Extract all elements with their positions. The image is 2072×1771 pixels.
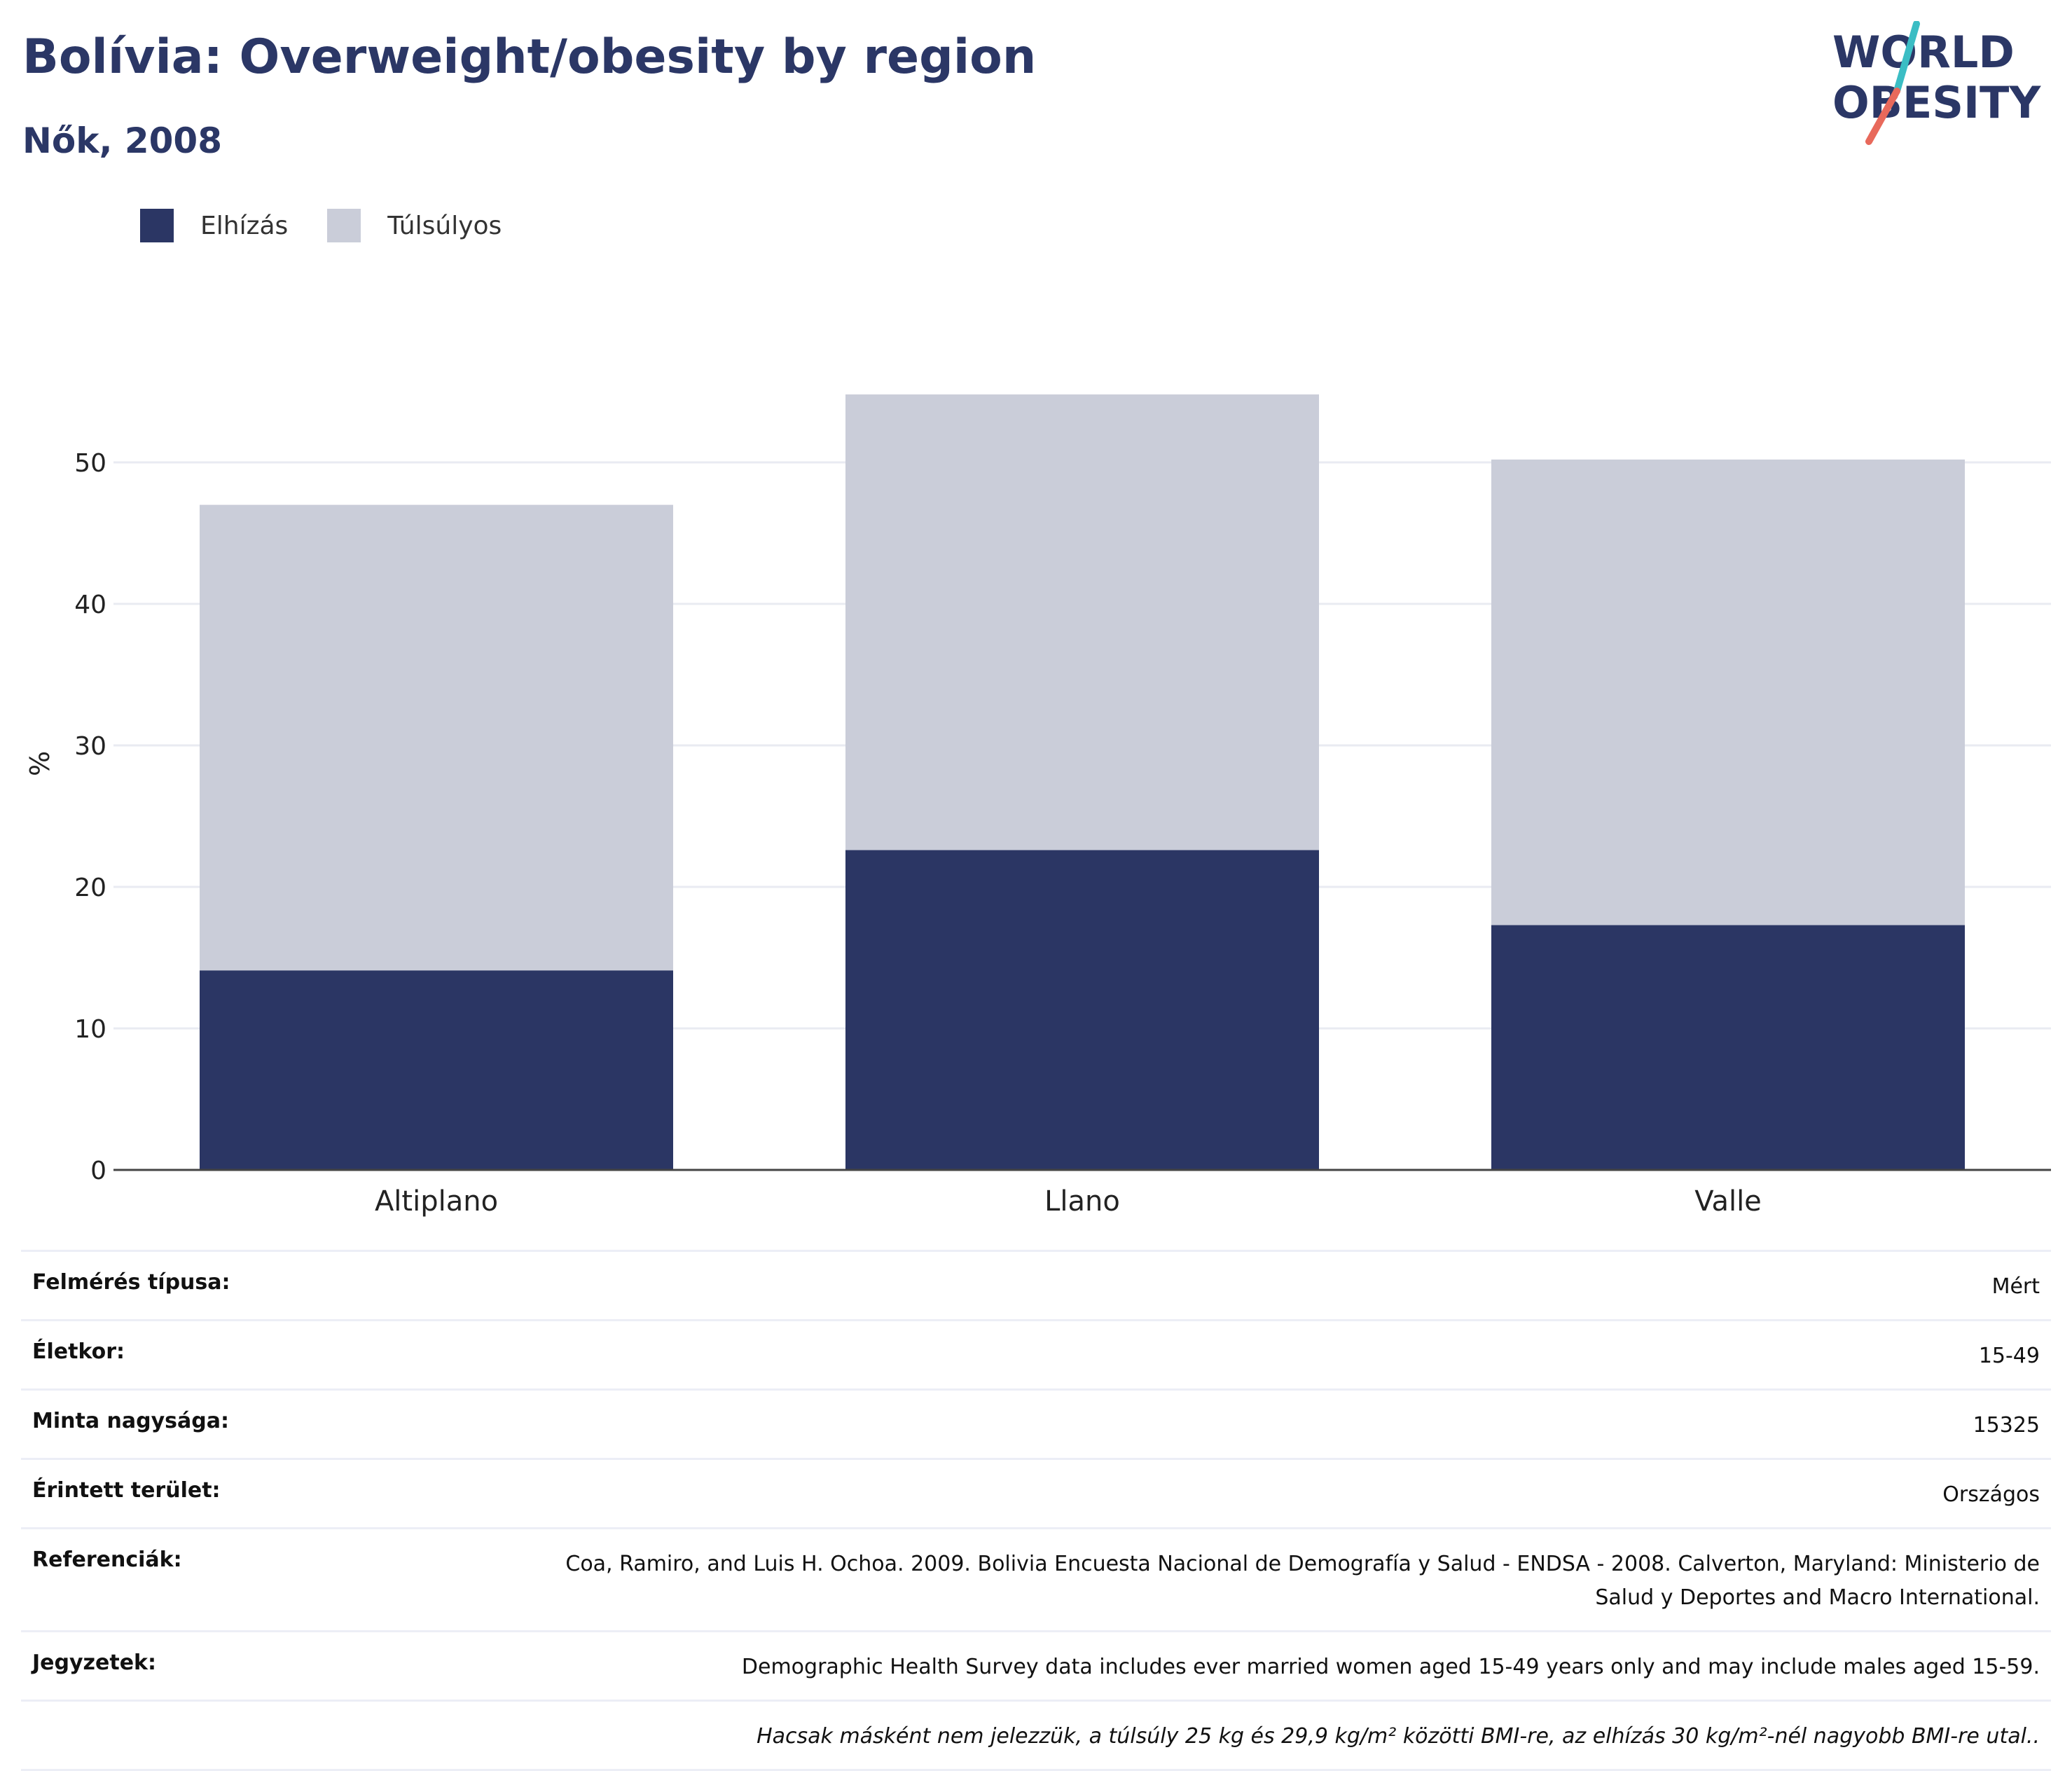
info-label: Érintett terület: [32,1478,221,1503]
info-value: Hacsak másként nem jelezzük, a túlsúly 2… [757,1724,2040,1749]
chart-title: Bolívia: Overweight/obesity by region [22,29,1037,85]
y-axis-label: % [25,751,55,776]
info-label: Referenciák: [32,1548,182,1572]
info-row: Jegyzetek: Demographic Health Survey data… [21,1630,2051,1700]
survey-info-table: Felmérés típusa: Mért Életkor: 15-49 Minta n… [21,1250,2051,1771]
info-value: Coa, Ramiro, and Luis H. Ochoa. 2009. Bo… [565,1552,2040,1610]
bar-obesity-valle [1491,925,1965,1170]
info-row: Minta nagysága: 15325 [21,1388,2051,1458]
info-label: Minta nagysága: [32,1409,229,1433]
bar-obesity-llano [845,850,1319,1170]
x-tick-label: Llano [1044,1185,1120,1218]
info-row: Felmérés típusa: Mért [21,1250,2051,1319]
bar-overweight-altiplano [200,504,673,971]
x-tick-label: Valle [1694,1185,1762,1218]
info-value: 15325 [1973,1413,2040,1438]
info-value: Mért [1991,1274,2040,1299]
bar-obesity-altiplano [200,970,673,1170]
info-row: Életkor: 15-49 [21,1319,2051,1388]
info-row: Érintett terület: Országos [21,1458,2051,1527]
legend-label-obesity: Elhízás [200,211,289,240]
chart-legend: Elhízás Túlsúlyos [140,207,541,244]
y-tick-label: 30 [74,732,106,761]
logo-word-1: WORLD [1832,27,2015,78]
chart-subtitle: Nők, 2008 [22,120,223,161]
world-obesity-logo: WORLD OBESITY [1832,21,2041,145]
y-tick-label: 40 [74,591,106,619]
logo-slash-bottom [1865,88,1900,145]
info-value: Demographic Health Survey data includes … [741,1655,2040,1679]
legend-item-obesity[interactable]: Elhízás [140,209,288,242]
stacked-bar-chart: 0 10 20 30 40 50% Altiplano Llano Valle [25,394,2051,1218]
logo-word-2: OBESITY [1832,77,2041,128]
y-tick-label: 10 [74,1015,106,1044]
info-label: Felmérés típusa: [32,1270,230,1295]
info-label: Jegyzetek: [32,1651,156,1675]
logo-slash-top [1893,21,1920,95]
info-row: Referenciák: Coa, Ramiro, and Luis H. Och… [21,1527,2051,1630]
y-tick-label: 0 [90,1157,106,1185]
legend-label-overweight: Túlsúlyos [387,211,502,240]
info-value: Országos [1942,1482,2040,1507]
legend-swatch-obesity [140,209,174,242]
legend-swatch-overweight [327,209,361,242]
y-tick-label: 20 [74,874,106,902]
x-tick-label: Altiplano [375,1185,498,1218]
info-row: Hacsak másként nem jelezzük, a túlsúly 2… [21,1700,2051,1771]
bar-overweight-valle [1491,459,1965,925]
legend-item-overweight[interactable]: Túlsúlyos [327,209,502,242]
info-label: Életkor: [32,1339,125,1364]
y-tick-label: 50 [74,449,106,478]
info-value: 15-49 [1978,1344,2040,1368]
bar-overweight-llano [845,394,1319,850]
